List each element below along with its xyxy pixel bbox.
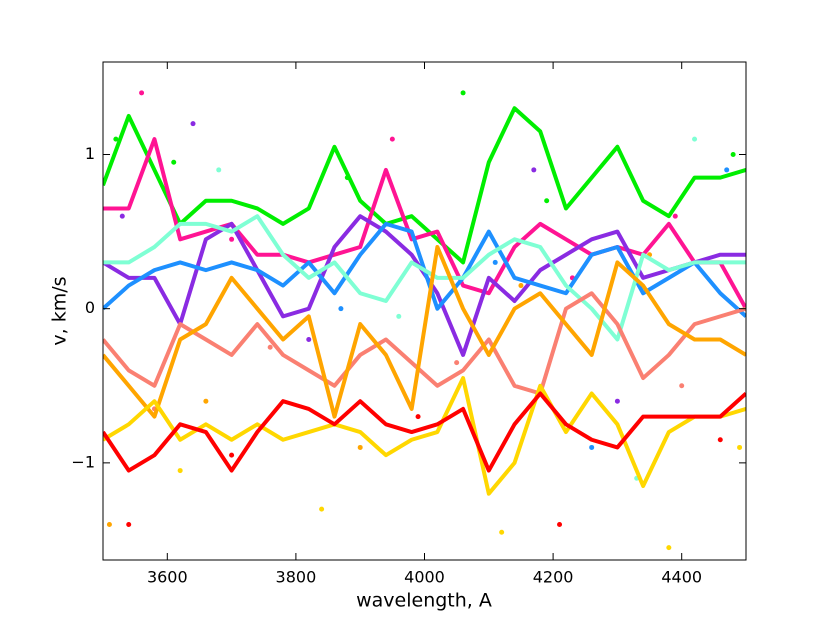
dot	[737, 444, 743, 450]
series-line	[103, 137, 746, 310]
dot	[531, 167, 537, 173]
series-line	[103, 376, 746, 496]
x-axis-label: wavelength, A	[356, 590, 492, 612]
dot	[113, 136, 119, 142]
series-line	[103, 291, 746, 396]
dot	[692, 136, 698, 142]
dot	[518, 283, 524, 289]
x-tick-label: 4200	[533, 568, 574, 587]
plot-area	[103, 90, 746, 551]
dot	[672, 213, 678, 219]
dot	[203, 398, 209, 404]
dot	[589, 444, 595, 450]
dot	[306, 337, 312, 343]
dot	[171, 159, 177, 165]
dot	[119, 213, 125, 219]
plot-frame	[102, 61, 747, 561]
dot	[415, 414, 421, 420]
dot	[126, 522, 132, 528]
series-line	[103, 391, 746, 473]
dot	[730, 152, 736, 158]
dot	[724, 167, 730, 173]
dot	[717, 437, 723, 443]
dot	[614, 398, 620, 404]
series-line	[103, 245, 746, 419]
dot	[229, 236, 235, 242]
dot	[544, 198, 550, 204]
y-tick-label: −1	[71, 452, 95, 471]
y-axis-label: v, km/s	[49, 276, 71, 345]
series-line	[103, 214, 746, 342]
dot	[679, 383, 685, 389]
dot	[492, 259, 498, 265]
y-tick-label: 1	[85, 144, 95, 163]
dot	[106, 522, 112, 528]
dot	[319, 506, 325, 512]
dot	[499, 529, 505, 535]
dot	[389, 136, 395, 142]
x-tick-label: 3600	[147, 568, 188, 587]
dot	[396, 313, 402, 319]
dot	[557, 522, 563, 528]
dot	[177, 468, 183, 474]
y-tick-label: 0	[85, 298, 95, 317]
dot	[190, 121, 196, 127]
dot	[460, 90, 466, 96]
x-tick-label: 3800	[276, 568, 317, 587]
dot	[139, 90, 145, 96]
x-tick-label: 4000	[404, 568, 445, 587]
x-tick-label: 4400	[661, 568, 702, 587]
dot	[338, 306, 344, 312]
dot	[267, 344, 273, 350]
series-line	[103, 106, 746, 265]
dot	[357, 444, 363, 450]
dot	[229, 452, 235, 458]
dot	[216, 167, 222, 173]
dot	[454, 360, 460, 366]
dot	[666, 545, 672, 551]
